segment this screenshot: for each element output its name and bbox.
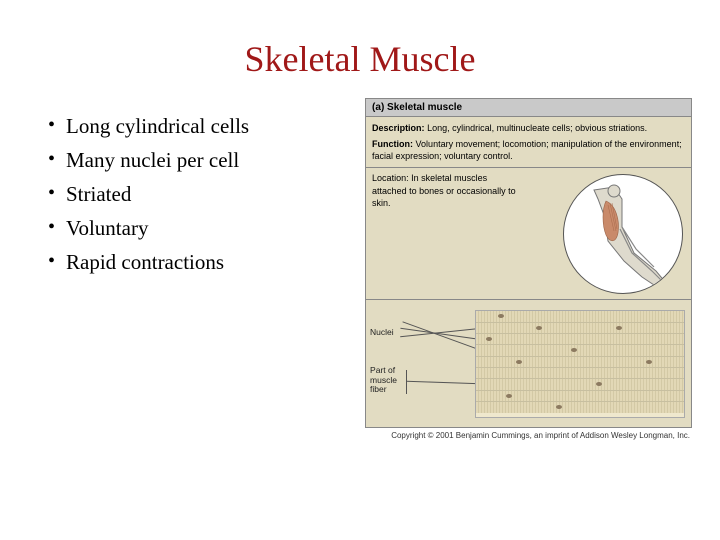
bullet-list: Long cylindrical cells Many nuclei per c… xyxy=(48,98,365,440)
micrograph-box xyxy=(475,310,685,418)
list-item: Striated xyxy=(48,182,365,207)
list-item: Many nuclei per cell xyxy=(48,148,365,173)
location-label: Location: xyxy=(372,173,409,183)
arm-diagram xyxy=(563,174,683,294)
function-text: Voluntary movement; locomotion; manipula… xyxy=(372,139,682,161)
page-title: Skeletal Muscle xyxy=(0,0,720,98)
list-item: Voluntary xyxy=(48,216,365,241)
list-item: Long cylindrical cells xyxy=(48,114,365,139)
fiber-label: Part of muscle fiber xyxy=(370,366,397,394)
list-item: Rapid contractions xyxy=(48,250,365,275)
figure-panel: (a) Skeletal muscle Description: Long, c… xyxy=(365,98,692,440)
content-row: Long cylindrical cells Many nuclei per c… xyxy=(0,98,720,440)
nuclei-label: Nuclei xyxy=(370,328,394,337)
copyright-text: Copyright © 2001 Benjamin Cummings, an i… xyxy=(365,428,692,440)
panel-micrograph: Nuclei Part of muscle fiber xyxy=(366,299,691,427)
function-label: Function: xyxy=(372,139,413,149)
panel-location: Location: In skeletal muscles attached t… xyxy=(366,167,691,299)
panel-header: (a) Skeletal muscle xyxy=(366,99,691,117)
panel-description: Description: Long, cylindrical, multinuc… xyxy=(366,117,691,167)
description-label: Description: xyxy=(372,123,425,133)
description-text: Long, cylindrical, multinucleate cells; … xyxy=(425,123,648,133)
textbook-panel: (a) Skeletal muscle Description: Long, c… xyxy=(365,98,692,428)
